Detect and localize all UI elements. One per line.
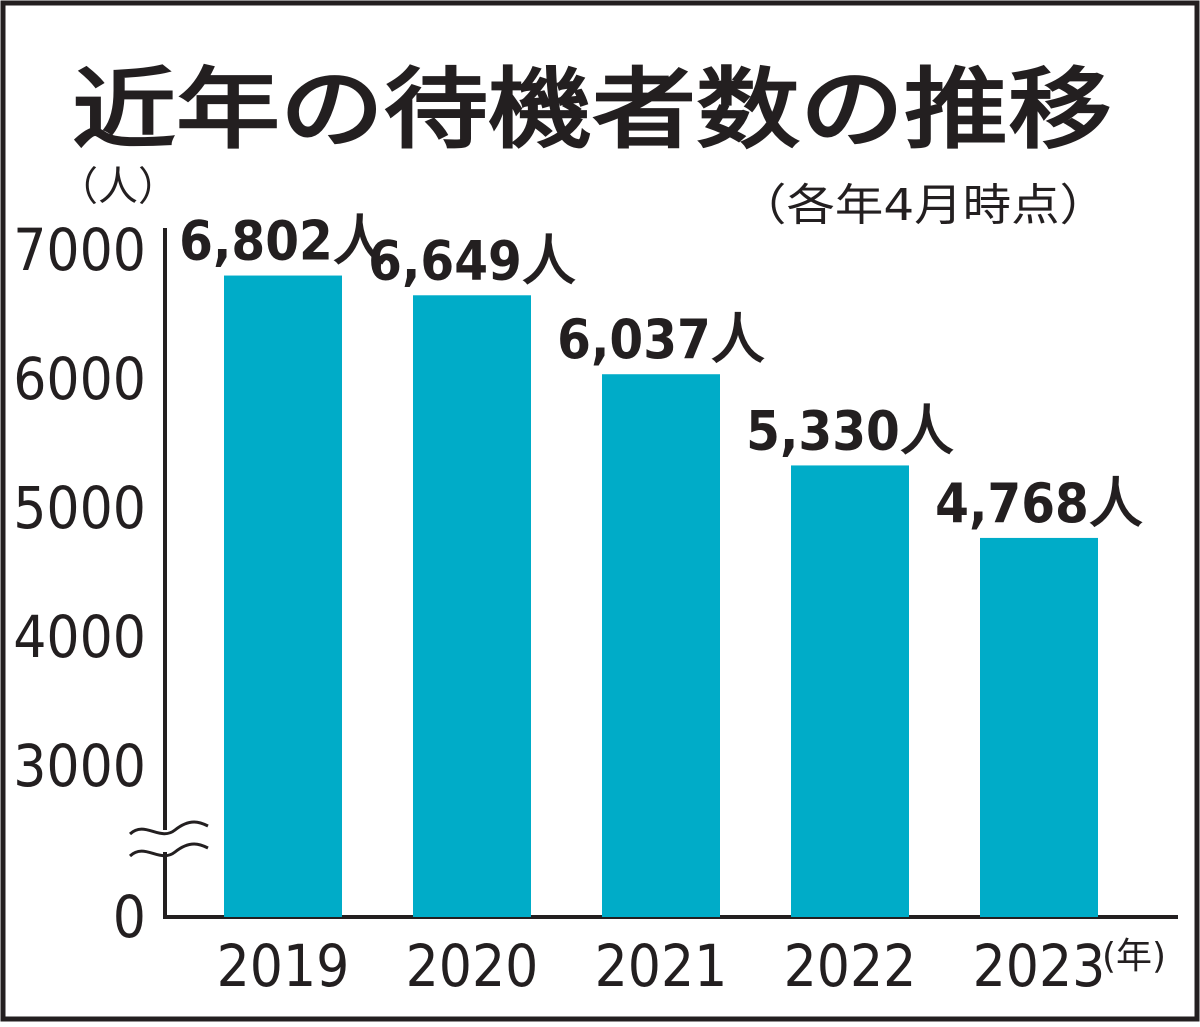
axis-break-gap xyxy=(148,830,182,852)
value-label-2019: 6,802人 xyxy=(179,210,387,273)
y-tick-label: 7000 xyxy=(13,216,146,284)
y-tick-labels: 0 3000 4000 5000 6000 7000 xyxy=(13,216,146,951)
category-label-2019: 2019 xyxy=(217,932,350,1000)
x-axis-unit-label: (年) xyxy=(1102,936,1166,977)
chart-subtitle: （各年4月時点） xyxy=(738,180,1108,231)
value-label-2022: 5,330人 xyxy=(746,399,954,462)
axis-break-line-lower xyxy=(128,842,209,858)
category-labels: 2019 2020 2021 2022 2023 xyxy=(217,932,1106,1000)
y-tick-label: 3000 xyxy=(13,732,146,800)
axis-break-line-upper xyxy=(128,820,209,836)
y-tick-label: 6000 xyxy=(13,345,146,413)
category-label-2021: 2021 xyxy=(595,932,728,1000)
value-label-2020: 6,649人 xyxy=(368,229,576,292)
chart-title: 近年の待機者数の推移 xyxy=(72,58,1112,161)
y-tick-label: 4000 xyxy=(13,603,146,671)
bar-2020 xyxy=(413,295,531,917)
bar-2023 xyxy=(980,537,1098,917)
bar-2022 xyxy=(791,465,909,917)
category-label-2023: 2023 xyxy=(973,932,1106,1000)
category-label-2022: 2022 xyxy=(784,932,917,1000)
y-tick-label: 5000 xyxy=(13,474,146,542)
bar-2019 xyxy=(224,275,342,917)
axis-break-mark xyxy=(128,820,209,858)
value-label-2021: 6,037人 xyxy=(557,308,765,371)
value-label-2023: 4,768人 xyxy=(935,472,1143,535)
bar-2021 xyxy=(602,374,720,917)
category-label-2020: 2020 xyxy=(406,932,539,1000)
bars xyxy=(224,275,1098,917)
y-axis-unit-label: （人） xyxy=(58,164,178,210)
y-tick-label: 0 xyxy=(113,883,146,951)
